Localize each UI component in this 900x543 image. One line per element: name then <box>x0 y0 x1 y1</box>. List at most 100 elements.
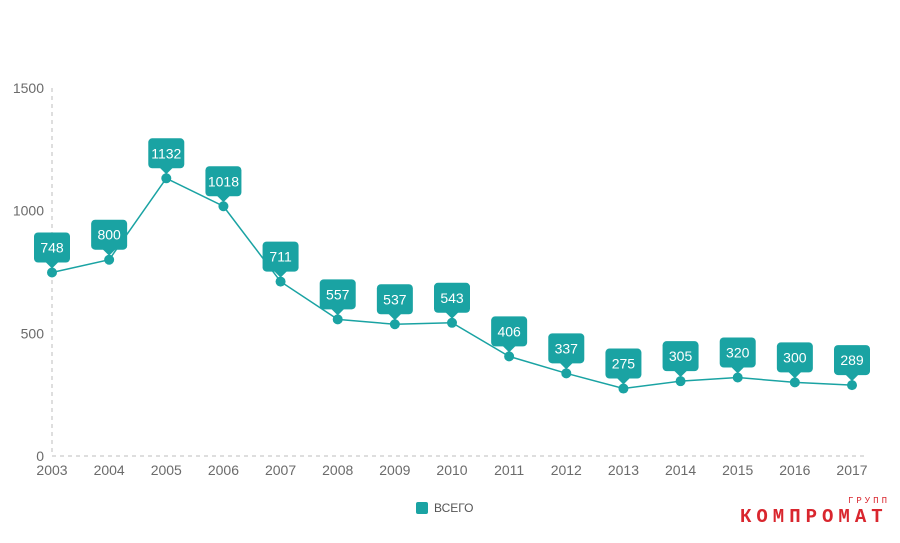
bubble-box <box>376 284 413 315</box>
x-tick-label: 2014 <box>665 462 696 478</box>
legend: ВСЕГО <box>416 501 473 515</box>
data-label-bubble: 543 <box>434 282 470 319</box>
bubble-box <box>605 348 642 379</box>
data-label: 275 <box>612 356 636 372</box>
watermark-logo: ГРУПП КОМПРОМАТ <box>740 496 892 528</box>
bubble-box <box>319 279 356 310</box>
data-label-bubble: 305 <box>662 341 699 378</box>
data-point <box>504 351 515 362</box>
x-tick-label: 2015 <box>722 462 753 478</box>
data-label-bubble: 1018 <box>205 166 242 203</box>
x-tick-label: 2013 <box>608 462 639 478</box>
data-point <box>47 267 57 278</box>
data-point <box>618 383 629 394</box>
y-axis-ticks: 0 500 1000 1500 <box>13 80 44 464</box>
x-tick-label: 2005 <box>151 462 182 478</box>
legend-label: ВСЕГО <box>434 501 474 515</box>
data-label-bubble: 557 <box>319 279 356 316</box>
data-label: 748 <box>40 239 64 255</box>
x-tick-label: 2010 <box>436 462 467 478</box>
bubble-pointer <box>616 377 631 385</box>
data-label: 320 <box>726 344 750 360</box>
data-label-bubble: 300 <box>776 342 813 379</box>
data-point <box>447 317 457 328</box>
data-label-bubble: 275 <box>605 348 642 385</box>
bubble-box <box>776 342 813 373</box>
y-tick-label: 1500 <box>13 80 44 96</box>
bubble-pointer <box>673 370 688 378</box>
bubble-pointer <box>216 195 231 203</box>
data-label: 289 <box>840 352 864 368</box>
data-label: 1132 <box>151 145 181 161</box>
bubble-box <box>91 219 128 250</box>
bubble-box <box>548 333 585 364</box>
bubble-box <box>662 341 699 372</box>
x-tick-label: 2012 <box>551 462 582 478</box>
data-label: 337 <box>555 340 579 356</box>
x-tick-label: 2007 <box>265 462 296 478</box>
bubble-pointer <box>559 362 574 370</box>
data-point <box>332 314 343 325</box>
series-vsego <box>47 173 857 394</box>
data-point <box>389 319 400 330</box>
bubble-box <box>262 241 299 272</box>
watermark-main-text: КОМПРОМАТ <box>740 506 888 528</box>
data-point <box>732 372 743 383</box>
x-tick-label: 2017 <box>836 462 867 478</box>
x-axis-ticks: 2003 2004 2005 2006 2007 2008 2009 2010 2011 2012… <box>36 462 867 478</box>
data-label-bubble: 711 <box>262 241 299 278</box>
x-tick-label: 2008 <box>322 462 353 478</box>
data-point <box>675 376 686 387</box>
bubble-box <box>491 316 528 347</box>
bubble-pointer <box>102 248 117 256</box>
data-label: 406 <box>497 323 521 339</box>
x-tick-label: 2009 <box>379 462 410 478</box>
x-tick-label: 2016 <box>779 462 810 478</box>
bubble-pointer <box>159 167 174 175</box>
bubble-box <box>719 337 756 368</box>
data-label: 557 <box>326 286 350 302</box>
data-point <box>218 201 229 212</box>
data-point <box>161 173 172 184</box>
y-tick-label: 1000 <box>13 203 44 219</box>
data-label-bubble: 337 <box>548 333 585 370</box>
x-tick-label: 2004 <box>94 462 125 478</box>
bubble-pointer <box>787 371 802 379</box>
data-point <box>847 380 857 391</box>
bubble-pointer <box>502 345 517 353</box>
data-label-bubble: 1132 <box>148 138 185 175</box>
bubble-box <box>834 345 870 376</box>
data-label-bubble: 800 <box>91 219 128 256</box>
data-label-bubble: 289 <box>834 345 870 382</box>
bubble-pointer <box>387 313 402 321</box>
data-label: 543 <box>440 290 464 306</box>
data-point <box>275 276 286 287</box>
watermark-small-text: ГРУПП <box>847 496 890 506</box>
bubble-box <box>148 138 185 169</box>
bubble-box <box>34 232 70 263</box>
bubble-pointer <box>330 308 345 316</box>
bubble-pointer <box>730 366 745 374</box>
data-label: 300 <box>783 349 807 365</box>
data-label-bubble: 320 <box>719 337 756 374</box>
bubble-box <box>205 166 242 197</box>
data-point <box>561 368 572 379</box>
data-label-bubble: 537 <box>376 284 413 321</box>
data-label: 1018 <box>208 173 239 189</box>
bubble-pointer <box>845 374 859 382</box>
data-label-bubble: 748 <box>34 232 70 269</box>
data-labels: 748 800 1132 1018 711 557 537 543 406 337 275 305 32… <box>34 138 870 385</box>
data-point <box>789 377 800 388</box>
bubble-pointer <box>445 311 459 319</box>
y-tick-label: 0 <box>36 448 44 464</box>
data-point <box>104 254 115 265</box>
y-tick-label: 500 <box>21 325 45 341</box>
bubble-box <box>434 282 470 313</box>
x-tick-label: 2011 <box>494 462 524 478</box>
data-label: 537 <box>383 291 407 307</box>
data-label: 711 <box>269 249 292 265</box>
bubble-pointer <box>45 261 59 269</box>
data-label: 800 <box>97 227 121 243</box>
x-tick-label: 2003 <box>36 462 67 478</box>
